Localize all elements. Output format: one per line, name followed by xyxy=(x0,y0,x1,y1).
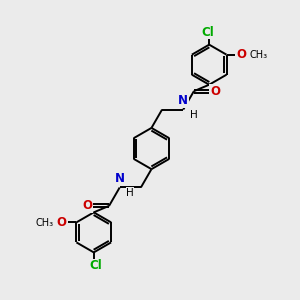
Text: CH₃: CH₃ xyxy=(250,50,268,60)
Text: N: N xyxy=(178,94,188,107)
Text: O: O xyxy=(83,200,93,212)
Text: CH₃: CH₃ xyxy=(35,218,53,228)
Text: N: N xyxy=(115,172,125,185)
Text: Cl: Cl xyxy=(201,26,214,39)
Text: H: H xyxy=(126,188,134,198)
Text: O: O xyxy=(237,48,247,61)
Text: H: H xyxy=(190,110,197,120)
Text: Cl: Cl xyxy=(90,259,103,272)
Text: O: O xyxy=(210,85,220,98)
Text: O: O xyxy=(56,216,66,229)
